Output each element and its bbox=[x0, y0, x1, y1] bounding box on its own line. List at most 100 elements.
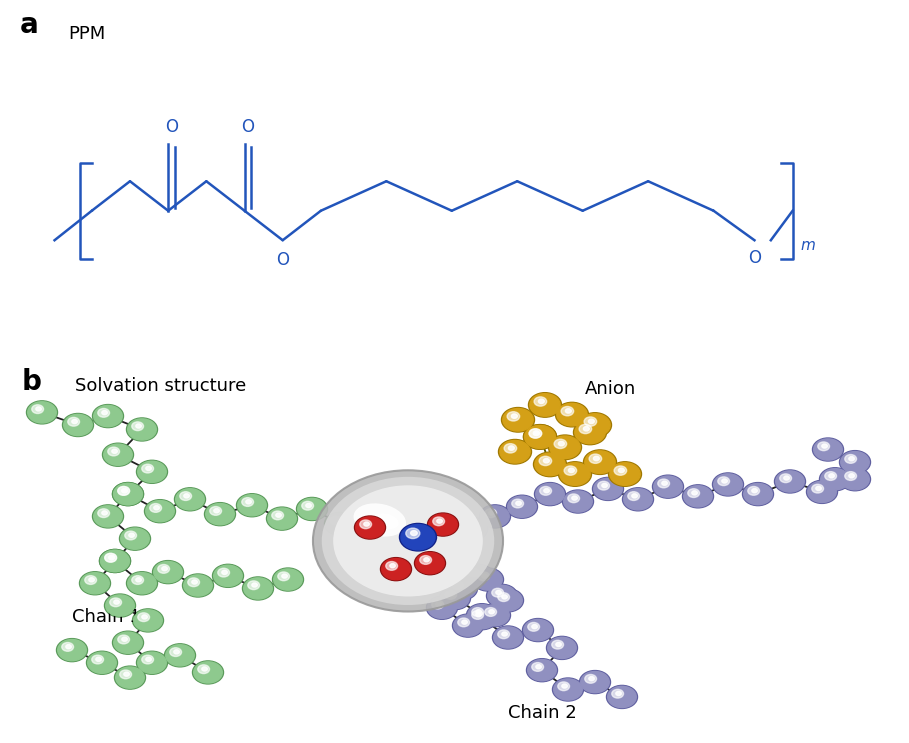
Ellipse shape bbox=[334, 485, 483, 597]
Circle shape bbox=[683, 485, 714, 508]
Circle shape bbox=[63, 413, 94, 436]
Circle shape bbox=[662, 481, 667, 485]
Circle shape bbox=[433, 517, 445, 526]
Circle shape bbox=[435, 603, 442, 606]
Circle shape bbox=[475, 610, 482, 614]
Circle shape bbox=[560, 463, 590, 485]
Circle shape bbox=[118, 487, 130, 496]
Circle shape bbox=[584, 450, 616, 475]
Circle shape bbox=[606, 685, 637, 709]
Circle shape bbox=[114, 484, 143, 504]
Circle shape bbox=[218, 568, 230, 577]
Circle shape bbox=[122, 489, 127, 493]
Circle shape bbox=[508, 496, 536, 517]
Circle shape bbox=[415, 553, 445, 574]
Circle shape bbox=[138, 461, 166, 482]
Circle shape bbox=[474, 569, 503, 590]
Circle shape bbox=[126, 572, 157, 594]
Circle shape bbox=[120, 670, 132, 679]
Circle shape bbox=[584, 451, 615, 473]
Circle shape bbox=[441, 588, 469, 609]
Circle shape bbox=[515, 502, 522, 505]
Circle shape bbox=[654, 476, 683, 497]
Circle shape bbox=[415, 551, 445, 575]
Circle shape bbox=[142, 655, 154, 664]
Circle shape bbox=[535, 665, 542, 669]
Circle shape bbox=[105, 554, 116, 562]
Circle shape bbox=[806, 481, 837, 504]
Circle shape bbox=[584, 417, 596, 426]
Circle shape bbox=[623, 488, 654, 511]
Circle shape bbox=[174, 650, 179, 654]
Circle shape bbox=[98, 409, 110, 418]
Circle shape bbox=[236, 493, 267, 517]
Circle shape bbox=[419, 565, 451, 587]
Circle shape bbox=[502, 407, 534, 432]
Circle shape bbox=[366, 522, 397, 545]
Circle shape bbox=[544, 489, 549, 493]
Circle shape bbox=[145, 467, 152, 470]
Circle shape bbox=[558, 461, 592, 486]
Circle shape bbox=[538, 399, 544, 403]
Circle shape bbox=[420, 556, 432, 565]
Circle shape bbox=[748, 487, 760, 496]
Circle shape bbox=[56, 639, 87, 661]
Circle shape bbox=[684, 486, 713, 507]
Circle shape bbox=[458, 519, 486, 539]
Circle shape bbox=[114, 632, 143, 653]
Circle shape bbox=[135, 424, 142, 428]
Circle shape bbox=[500, 441, 530, 463]
Circle shape bbox=[534, 431, 539, 435]
Circle shape bbox=[530, 394, 560, 416]
Circle shape bbox=[563, 490, 594, 513]
Circle shape bbox=[113, 483, 144, 505]
Circle shape bbox=[552, 640, 564, 649]
Circle shape bbox=[557, 403, 587, 426]
Circle shape bbox=[820, 468, 851, 491]
Text: O: O bbox=[748, 250, 761, 267]
Circle shape bbox=[504, 444, 516, 453]
Circle shape bbox=[454, 615, 483, 636]
Circle shape bbox=[849, 457, 854, 461]
Circle shape bbox=[105, 554, 116, 562]
Circle shape bbox=[507, 412, 520, 421]
Circle shape bbox=[532, 663, 544, 672]
Circle shape bbox=[553, 678, 584, 701]
Circle shape bbox=[119, 528, 151, 550]
Circle shape bbox=[266, 507, 297, 531]
Circle shape bbox=[109, 556, 115, 559]
Circle shape bbox=[302, 502, 314, 510]
Circle shape bbox=[325, 513, 355, 535]
Circle shape bbox=[608, 687, 636, 707]
Circle shape bbox=[480, 603, 511, 627]
Circle shape bbox=[481, 506, 509, 527]
Circle shape bbox=[444, 543, 473, 564]
Circle shape bbox=[92, 655, 104, 664]
Circle shape bbox=[382, 559, 410, 580]
Circle shape bbox=[453, 614, 484, 637]
Circle shape bbox=[126, 418, 157, 441]
Circle shape bbox=[523, 618, 554, 641]
Circle shape bbox=[624, 489, 653, 510]
Circle shape bbox=[205, 504, 235, 525]
Circle shape bbox=[94, 406, 122, 426]
Circle shape bbox=[568, 468, 574, 473]
Circle shape bbox=[115, 666, 145, 690]
Circle shape bbox=[443, 542, 474, 565]
Circle shape bbox=[35, 407, 42, 411]
Circle shape bbox=[65, 645, 72, 649]
Circle shape bbox=[93, 505, 124, 528]
Circle shape bbox=[429, 514, 457, 535]
Circle shape bbox=[368, 523, 396, 544]
Circle shape bbox=[129, 533, 135, 537]
Circle shape bbox=[298, 499, 326, 519]
Circle shape bbox=[580, 670, 611, 694]
Ellipse shape bbox=[374, 513, 399, 529]
Circle shape bbox=[618, 468, 624, 473]
Circle shape bbox=[534, 431, 539, 435]
Circle shape bbox=[534, 452, 566, 477]
Circle shape bbox=[824, 472, 836, 481]
Circle shape bbox=[426, 596, 457, 620]
Circle shape bbox=[175, 489, 205, 510]
Circle shape bbox=[468, 605, 496, 626]
